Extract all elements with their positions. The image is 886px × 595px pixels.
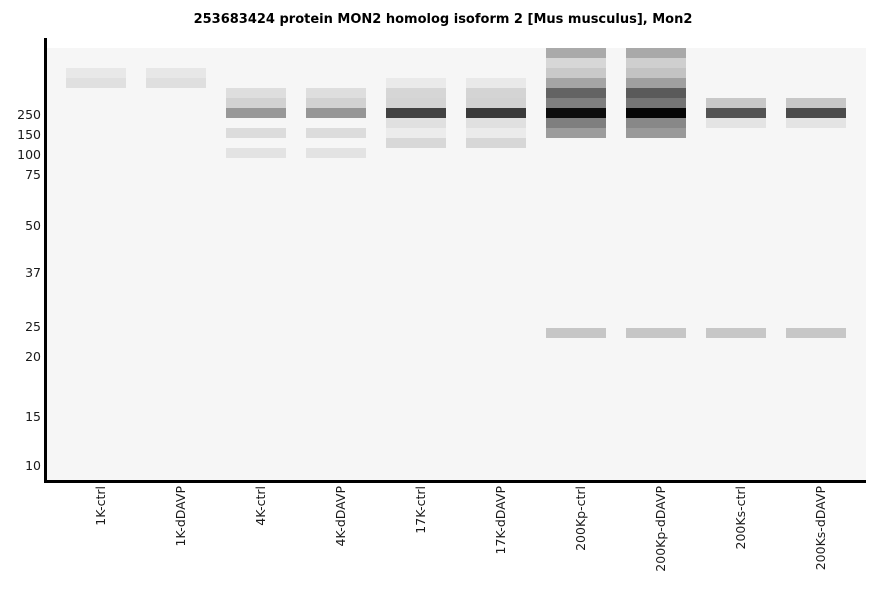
lane-label: 4K-ctrl	[253, 486, 268, 526]
lane-label: 200Kp-ctrl	[573, 486, 588, 551]
gel-band	[706, 328, 766, 338]
gel-band	[466, 128, 526, 138]
gel-band	[466, 78, 526, 88]
gel-band	[226, 148, 286, 158]
gel-band	[546, 98, 606, 108]
gel-band	[66, 78, 126, 88]
y-tick-label: 100	[17, 147, 41, 162]
y-tick-label: 150	[17, 127, 41, 142]
gel-band	[546, 108, 606, 118]
gel-band	[626, 328, 686, 338]
gel-band	[226, 108, 286, 118]
gel-band	[706, 98, 766, 108]
y-tick-label: 75	[25, 167, 41, 182]
lane-label: 17K-dDAVP	[493, 486, 508, 555]
gel-band	[466, 88, 526, 98]
gel-band	[626, 118, 686, 128]
lane-label: 200Ks-dDAVP	[813, 486, 828, 571]
y-tick-label: 20	[25, 349, 41, 364]
gel-band	[546, 78, 606, 88]
y-axis-line	[44, 38, 47, 483]
gel-band	[306, 88, 366, 98]
gel-band	[786, 328, 846, 338]
gel-band	[786, 118, 846, 128]
gel-band	[306, 108, 366, 118]
lane-label: 1K-ctrl	[93, 486, 108, 526]
gel-band	[386, 118, 446, 128]
lane-label: 200Ks-ctrl	[733, 486, 748, 550]
gel-band	[546, 88, 606, 98]
gel-band	[66, 68, 126, 78]
gel-band	[226, 98, 286, 108]
gel-band	[706, 108, 766, 118]
gel-band	[466, 108, 526, 118]
lane-label: 200Kp-dDAVP	[653, 486, 668, 572]
y-tick-label: 50	[25, 218, 41, 233]
gel-band	[626, 78, 686, 88]
gel-band	[386, 88, 446, 98]
gel-band	[626, 58, 686, 68]
gel-band	[546, 128, 606, 138]
gel-band	[226, 128, 286, 138]
y-tick-label: 10	[25, 458, 41, 473]
gel-band	[626, 68, 686, 78]
lane-label: 1K-dDAVP	[173, 486, 188, 547]
gel-band	[226, 88, 286, 98]
gel-band	[626, 108, 686, 118]
gel-band	[386, 128, 446, 138]
x-axis-line	[44, 480, 866, 483]
gel-band	[386, 108, 446, 118]
gel-band	[626, 128, 686, 138]
figure-title: 253683424 protein MON2 homolog isoform 2…	[193, 12, 693, 27]
gel-band	[786, 108, 846, 118]
gel-band	[546, 48, 606, 58]
gel-band	[386, 138, 446, 148]
gel-band	[626, 48, 686, 58]
gel-band	[466, 118, 526, 128]
gel-band	[546, 58, 606, 68]
gel-band	[546, 328, 606, 338]
gel-band	[386, 78, 446, 88]
gel-band	[786, 98, 846, 108]
gel-band	[306, 98, 366, 108]
gel-band	[146, 78, 206, 88]
gel-band	[306, 148, 366, 158]
gel-band	[386, 98, 446, 108]
y-tick-label: 250	[17, 107, 41, 122]
gel-band	[546, 118, 606, 128]
y-tick-label: 25	[25, 319, 41, 334]
gel-band	[466, 138, 526, 148]
lane-label: 4K-dDAVP	[333, 486, 348, 547]
gel-band	[306, 128, 366, 138]
gel-band	[466, 98, 526, 108]
gel-band	[706, 118, 766, 128]
gel-band	[626, 98, 686, 108]
y-tick-label: 15	[25, 409, 41, 424]
y-tick-label: 37	[25, 265, 41, 280]
lane-label: 17K-ctrl	[413, 486, 428, 534]
gel-band	[146, 68, 206, 78]
gel-band	[546, 68, 606, 78]
gel-band	[626, 88, 686, 98]
